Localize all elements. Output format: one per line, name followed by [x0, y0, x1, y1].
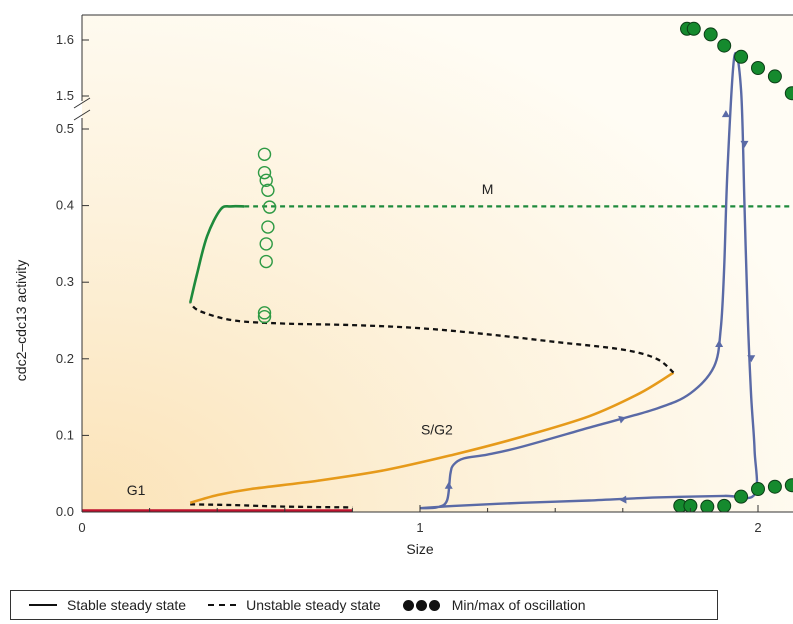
oscillation-minmax-filled-point	[717, 38, 732, 53]
three-dots-swatch	[402, 599, 442, 611]
oscillation-minmax-open-point	[257, 309, 272, 324]
legend-stable: Stable steady state	[29, 597, 186, 613]
oscillation-minmax-filled-point	[717, 498, 732, 512]
oscillation-minmax-filled-point	[767, 69, 782, 84]
oscillation-minmax-open-point	[257, 165, 272, 180]
oscillation-minmax-open-point	[261, 183, 275, 197]
branch-annotation-sg2: S/G2	[421, 422, 453, 438]
y-tick-label: 0.0	[56, 504, 74, 519]
oscillation-minmax-filled-point	[734, 489, 749, 504]
legend-stable-label: Stable steady state	[67, 597, 187, 613]
legend-oscillation-label: Min/max of oscillation	[451, 597, 586, 613]
trajectory-arrowhead	[715, 339, 724, 347]
y-tick-label: 0.1	[56, 427, 74, 442]
oscillation-minmax-open-point	[259, 254, 273, 269]
y-tick-label: 1.5	[56, 88, 74, 103]
oscillation-minmax-open-point	[262, 200, 277, 214]
oscillation-minmax-open-point	[259, 173, 273, 188]
axis-break-mark	[73, 97, 91, 109]
oscillation-minmax-filled-point	[784, 86, 793, 101]
x-tick-label: 0	[78, 520, 85, 535]
x-tick-label: 2	[754, 520, 761, 535]
legend-unstable-label: Unstable steady state	[246, 597, 381, 613]
stable-branch-2	[189, 371, 675, 505]
cell-cycle-trajectory	[419, 52, 759, 510]
unstable-branch-3	[189, 302, 675, 374]
trajectory-arrowhead	[747, 355, 756, 363]
solid-line-swatch	[29, 604, 57, 606]
bifurcation-chart: G1 S/G2 M 0 1 2 0.0 0.1 0.2 0.3 0.4 0.5 1.5 1.6 Size c…	[13, 14, 793, 557]
axis-break-mark	[73, 109, 91, 121]
trajectory-arrowhead	[444, 481, 453, 489]
legend-oscillation: Min/max of oscillation	[402, 597, 586, 613]
y-tick-label: 0.5	[56, 121, 74, 136]
trajectory-arrowhead	[619, 495, 627, 504]
oscillation-minmax-filled-point	[686, 21, 701, 36]
unstable-branch-1	[190, 503, 353, 509]
legend-unstable: Unstable steady state	[208, 597, 381, 613]
stable-branch-4	[188, 204, 245, 304]
trajectory-arrowhead	[740, 140, 749, 148]
oscillation-minmax-filled-point	[703, 27, 718, 42]
oscillation-minmax-open-point	[259, 237, 273, 251]
trajectory-arrowhead	[721, 110, 730, 118]
oscillation-minmax-filled-point	[683, 498, 698, 512]
trajectory-arrowhead	[618, 415, 627, 424]
dashed-line-swatch	[208, 604, 237, 606]
oscillation-minmax-open-point	[257, 147, 272, 161]
x-axis-title: Size	[406, 541, 433, 557]
oscillation-minmax-filled-point	[784, 478, 793, 493]
y-axis-title: cdc2–cdc13 activity	[13, 260, 29, 381]
y-tick-label: 0.4	[56, 198, 74, 213]
oscillation-minmax-open-point	[257, 306, 272, 320]
oscillation-minmax-filled-point	[751, 482, 765, 497]
x-tick-label: 1	[416, 520, 423, 535]
oscillation-minmax-filled-point	[767, 479, 782, 494]
y-tick-label: 1.6	[56, 32, 74, 47]
oscillation-minmax-filled-point	[751, 61, 765, 75]
legend: Stable steady state Unstable steady stat…	[10, 590, 718, 620]
y-tick-label: 0.3	[56, 274, 74, 289]
oscillation-minmax-open-point	[261, 220, 275, 234]
oscillation-minmax-filled-point	[734, 49, 749, 64]
oscillation-minmax-filled-point	[700, 499, 715, 512]
branch-annotation-g1: G1	[127, 482, 146, 498]
branch-annotation-m: M	[482, 181, 494, 197]
y-tick-label: 0.2	[56, 351, 74, 366]
